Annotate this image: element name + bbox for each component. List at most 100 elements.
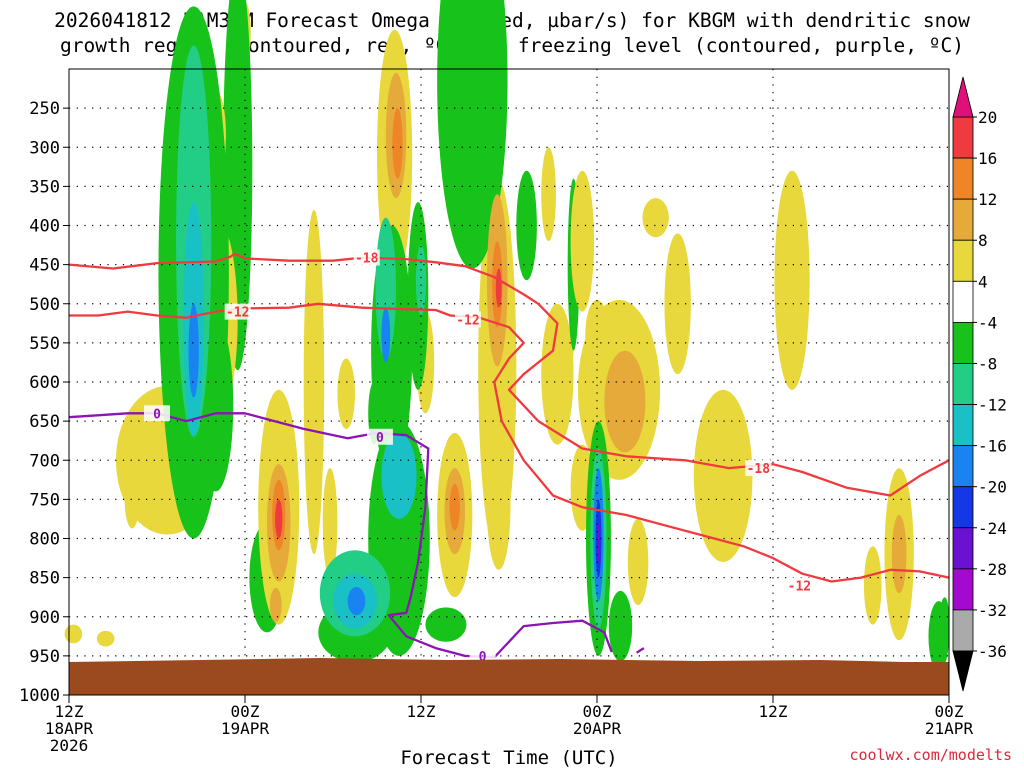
y-tick-label: 750 — [29, 490, 60, 510]
contour-label: 0 — [479, 650, 487, 665]
y-tick-label: 300 — [29, 138, 60, 158]
y-tick-label: 400 — [29, 217, 60, 237]
omega-region — [425, 607, 467, 642]
y-tick-label: 600 — [29, 373, 60, 393]
chart-title-line-1: 2026041812 NAM3KM Forecast Omega (shaded… — [54, 9, 970, 32]
omega-region — [693, 389, 753, 562]
grid-layer — [69, 69, 949, 695]
omega-region — [604, 350, 646, 453]
y-tick-label: 250 — [29, 99, 60, 119]
colorbar-bin — [952, 116, 974, 159]
contour-label-background — [224, 303, 251, 320]
contour-label-background — [144, 405, 170, 422]
x-tick-label: 18APR — [45, 719, 94, 738]
omega-region — [96, 630, 115, 647]
contour-label: -12 — [456, 313, 479, 328]
colorbar-bin — [952, 363, 974, 405]
contour-label-background — [745, 460, 772, 477]
omega-region — [940, 597, 949, 637]
omega-region — [375, 217, 397, 359]
colorbar-bin — [952, 568, 974, 611]
credit-link[interactable]: coolwx.com/modelts — [849, 746, 1012, 764]
colorbar-bin — [952, 157, 974, 200]
dendritic-growth-contour — [68, 252, 950, 497]
contour-label: 0 — [153, 407, 161, 422]
colorbar-label: -20 — [978, 478, 1007, 497]
colorbar-label: -32 — [978, 601, 1007, 620]
omega-region — [337, 358, 356, 429]
colorbar-label: 20 — [978, 108, 997, 127]
colorbar-bin — [952, 239, 974, 282]
omega-region — [269, 587, 282, 623]
omega-region — [381, 307, 391, 363]
colorbar-label: -8 — [978, 354, 997, 373]
colorbar-bin — [952, 280, 974, 323]
omega-region — [495, 268, 502, 308]
colorbar-bottom-arrow — [952, 650, 974, 692]
omega-region — [188, 303, 199, 398]
x-tick-label: 12Z — [759, 702, 788, 721]
terrain-top-edge — [69, 658, 949, 670]
colorbar-bin — [952, 198, 974, 241]
colorbar-label: -12 — [978, 396, 1007, 415]
x-tick-label: 2026 — [50, 736, 89, 755]
chart-title-line-2: growth region (contoured, red, ºC) and f… — [60, 34, 964, 57]
colorbar-label: -4 — [978, 313, 997, 332]
colorbar-bin — [952, 321, 974, 364]
x-tick-label: 19APR — [221, 719, 270, 738]
y-axis: 250 300 350 400 450 500 550 600 650 700 750 800 850 9… — [19, 99, 69, 706]
omega-region — [891, 515, 907, 594]
colorbar-bin — [952, 609, 974, 652]
contour-label-background — [366, 428, 393, 445]
omega-region — [303, 209, 325, 555]
colorbar-label: 16 — [978, 149, 997, 168]
colorbar-label: -24 — [978, 519, 1007, 538]
omega-region — [322, 468, 338, 578]
omega-region — [608, 590, 633, 662]
x-tick-label: 00Z — [935, 702, 964, 721]
omega-region — [415, 245, 427, 316]
omega-region — [275, 499, 283, 539]
omega-region — [642, 198, 669, 238]
y-tick-label: 900 — [29, 608, 60, 628]
colorbar-label: -28 — [978, 560, 1007, 579]
omega-region — [561, 331, 574, 371]
omega-region — [570, 170, 595, 312]
omega-region — [597, 522, 600, 562]
contour-layer: -18 -18 -12 -12 -12 0 0 0 — [68, 249, 950, 665]
colorbar-bin — [952, 404, 974, 447]
x-tick-label: 12Z — [55, 702, 84, 721]
colorbar-label: -16 — [978, 437, 1007, 456]
colorbar-top-arrow — [952, 76, 974, 118]
plot-area: -18 -18 -12 -12 -12 0 0 0 — [64, 0, 950, 696]
colorbar: 20 16 12 8 4 -4 -8 -12 -16 -20 -24 -28 -32 -36 — [952, 76, 1007, 692]
y-tick-label: 350 — [29, 177, 60, 197]
colorbar-label: -36 — [978, 642, 1007, 661]
y-tick-label: 850 — [29, 569, 60, 589]
x-tick-label: 12Z — [407, 702, 436, 721]
x-tick-label: 20APR — [573, 719, 622, 738]
x-tick-label: 21APR — [925, 719, 974, 738]
y-tick-label: 1000 — [19, 686, 60, 706]
contour-label-background — [353, 249, 380, 266]
omega-region — [774, 170, 810, 390]
colorbar-label: 12 — [978, 190, 997, 209]
colorbar-bin — [952, 486, 974, 529]
x-tick-label: 00Z — [583, 702, 612, 721]
omega-region — [64, 624, 83, 644]
freezing-level-contour — [68, 412, 613, 659]
contour-label: -18 — [355, 252, 379, 267]
y-tick-label: 700 — [29, 451, 60, 471]
colorbar-bin — [952, 527, 974, 570]
x-axis-label: Forecast Time (UTC) — [400, 747, 617, 768]
y-tick-label: 950 — [29, 647, 60, 667]
contour-label: 0 — [376, 431, 384, 446]
colorbar-bin — [952, 445, 974, 488]
contour-label: -18 — [747, 462, 771, 477]
omega-shading-layer — [64, 0, 949, 672]
y-tick-label: 450 — [29, 256, 60, 276]
y-tick-label: 800 — [29, 530, 60, 550]
omega-region — [347, 587, 366, 616]
freezing-level-contour — [635, 647, 645, 654]
